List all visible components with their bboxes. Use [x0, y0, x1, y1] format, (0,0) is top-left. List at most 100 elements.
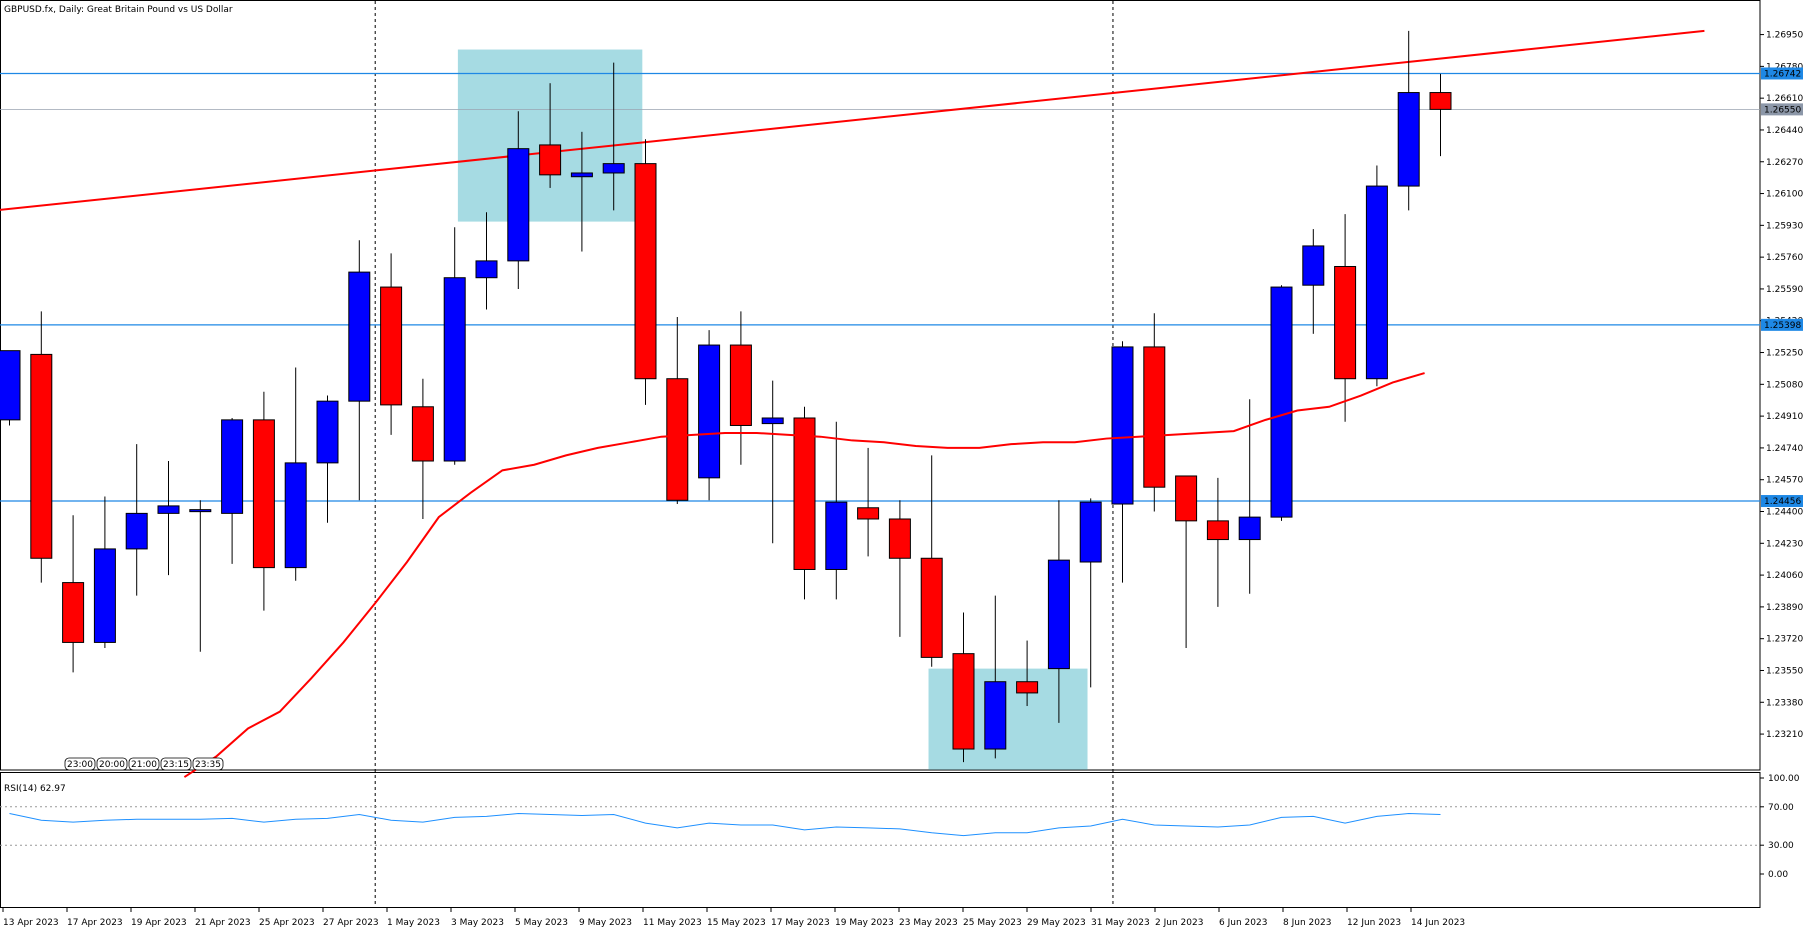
time-axis-label: 23 May 2023: [899, 918, 958, 928]
rsi-axis-label: 70.00: [1768, 803, 1794, 813]
time-tag: 23:00: [67, 760, 93, 770]
time-axis-label: 2 Jun 2023: [1155, 918, 1203, 928]
candle-body: [507, 148, 530, 262]
price-axis-label: 1.23210: [1766, 730, 1803, 740]
candle-body: [539, 144, 562, 176]
candle-body: [189, 509, 212, 513]
candle-body: [1334, 265, 1357, 380]
price-label: 1.26742: [1764, 69, 1801, 79]
time-axis-label: 12 Jun 2023: [1347, 918, 1401, 928]
price-label-box: [1761, 67, 1803, 80]
candle-body: [30, 353, 53, 559]
price-axis-label: 1.26100: [1766, 190, 1803, 200]
price-axis-label: 1.25590: [1766, 285, 1803, 295]
candle-body: [284, 462, 307, 569]
candle-body: [888, 518, 911, 559]
candle-body: [1111, 346, 1134, 505]
candle-body: [698, 344, 721, 479]
time-axis-label: 15 May 2023: [707, 918, 766, 928]
candle-body: [1143, 346, 1166, 488]
price-axis-label: 1.26610: [1766, 94, 1803, 104]
price-axis-label: 1.24910: [1766, 412, 1803, 422]
time-tag: 21:00: [131, 760, 157, 770]
time-axis-label: 13 Apr 2023: [3, 918, 59, 928]
price-axis-label: 1.26950: [1766, 31, 1803, 41]
price-label-box: [1761, 103, 1803, 116]
candle-body: [316, 400, 339, 464]
price-axis-label: 1.23380: [1766, 698, 1803, 708]
candle-body: [1238, 516, 1261, 541]
candle-body: [443, 277, 466, 462]
time-axis-label: 6 Jun 2023: [1219, 918, 1267, 928]
price-label-box: [1761, 495, 1803, 508]
rsi-axis-label: 0.00: [1768, 870, 1788, 880]
candle-body: [1270, 286, 1293, 518]
price-label: 1.24456: [1764, 497, 1801, 507]
time-axis-label: 21 Apr 2023: [195, 918, 251, 928]
time-axis-label: 31 May 2023: [1091, 918, 1150, 928]
time-axis-label: 25 May 2023: [963, 918, 1022, 928]
candle-body: [157, 505, 180, 514]
price-axis-label: 1.24400: [1766, 508, 1803, 518]
candle-body: [1047, 559, 1070, 670]
candle-body: [93, 548, 116, 643]
candle-body: [729, 344, 752, 426]
time-tag-box: [128, 757, 160, 771]
price-label: 1.25398: [1764, 321, 1801, 331]
candle-body: [984, 681, 1007, 750]
time-tag-box: [64, 757, 96, 771]
time-axis-label: 8 Jun 2023: [1283, 918, 1331, 928]
time-axis-label: 9 May 2023: [579, 918, 632, 928]
candle-body: [348, 271, 371, 402]
price-axis-label: 1.26270: [1766, 158, 1803, 168]
candle-body: [1302, 245, 1325, 286]
rsi-axis-label: 100.00: [1768, 774, 1800, 784]
candle-body: [857, 507, 880, 520]
candle-body: [825, 501, 848, 570]
rsi-line: [9, 813, 1441, 837]
price-axis-label: 1.23550: [1766, 666, 1803, 676]
price-axis-label: 1.24740: [1766, 444, 1803, 454]
price-axis-label: 1.26780: [1766, 62, 1803, 72]
candle-body: [62, 582, 85, 643]
time-axis-label: 29 May 2023: [1027, 918, 1086, 928]
time-axis-label: 19 May 2023: [835, 918, 894, 928]
time-tag-box: [160, 757, 192, 771]
price-axis-label: 1.25080: [1766, 380, 1803, 390]
price-axis-label: 1.24060: [1766, 571, 1803, 581]
candle-body: [1175, 475, 1198, 522]
candle-body: [602, 163, 625, 174]
candle-body: [920, 557, 943, 658]
price-axis-label: 1.25930: [1766, 221, 1803, 231]
time-tag-box: [96, 757, 128, 771]
candle-body: [1397, 92, 1420, 187]
price-axis-label: 1.26440: [1766, 126, 1803, 136]
time-axis-label: 19 Apr 2023: [131, 918, 187, 928]
candle-body: [0, 350, 21, 421]
candle-body: [475, 260, 498, 279]
time-axis-label: 17 Apr 2023: [67, 918, 123, 928]
candle-body: [570, 172, 593, 178]
time-tag-box: [192, 757, 224, 771]
price-axis-label: 1.25760: [1766, 253, 1803, 263]
time-axis-label: 5 May 2023: [515, 918, 568, 928]
price-label-box: [1761, 318, 1803, 331]
highlight-zone-2: [928, 668, 1088, 770]
time-axis-label: 14 Jun 2023: [1411, 918, 1465, 928]
candle-body: [1429, 92, 1452, 110]
price-axis-label: 1.24570: [1766, 476, 1803, 486]
candle-body: [1016, 681, 1039, 694]
time-axis-label: 27 Apr 2023: [323, 918, 379, 928]
candle-body: [952, 653, 975, 750]
candle-body: [125, 512, 148, 550]
candle-body: [793, 417, 816, 570]
candle-body: [1079, 501, 1102, 563]
time-tag: 23:15: [163, 760, 189, 770]
time-axis-label: 1 May 2023: [387, 918, 440, 928]
trendline: [0, 29, 1705, 211]
time-tag: 23:35: [195, 760, 221, 770]
candle-body: [1206, 520, 1229, 541]
candle-body: [1365, 185, 1388, 380]
rsi-axis-label: 30.00: [1768, 841, 1794, 851]
price-axis-label: 1.24230: [1766, 539, 1803, 549]
